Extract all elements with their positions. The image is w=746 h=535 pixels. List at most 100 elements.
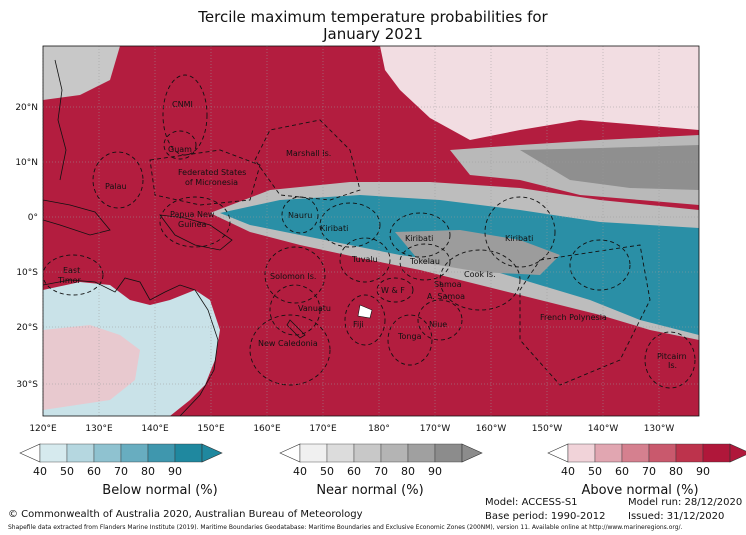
- issued-text: Issued: 31/12/2020: [628, 511, 725, 522]
- above-colorbar-tick-label: 40: [561, 465, 575, 478]
- region-label-east-timor-1: East: [63, 266, 80, 275]
- region-label-cnmi: CNMI: [172, 100, 193, 109]
- region-label-samoa: Samoa: [434, 280, 462, 289]
- map-field: CNMI Guam Marshall Is. Federated States …: [43, 46, 699, 416]
- near-normal-label: Near normal (%): [316, 483, 424, 498]
- map-frame: [42, 45, 700, 417]
- region-label-kiribati-central: Kiribati: [405, 234, 433, 243]
- region-label-wallis-futuna: W & F: [381, 286, 405, 295]
- region-label-east-timor-2: Timor: [57, 276, 82, 285]
- longitude-tick-label: 150°E: [197, 424, 225, 434]
- region-label-pitcairn-2: Is.: [668, 361, 677, 370]
- region-label-png-1: Papua New: [170, 210, 215, 219]
- above-colorbar-segment: [621, 443, 650, 463]
- near-colorbar-segment: [299, 443, 328, 463]
- region-label-tonga: Tonga: [397, 332, 422, 341]
- near-colorbar-tick-label: 70: [374, 465, 388, 478]
- region-label-cook: Cook Is.: [464, 270, 496, 279]
- near-colorbar-tick-label: 80: [401, 465, 415, 478]
- below-colorbar-tick-label: 80: [141, 465, 155, 478]
- longitude-tick-label: 140°W: [588, 424, 619, 434]
- region-label-pitcairn-1: Pitcairn: [657, 352, 687, 361]
- region-label-png-2: Guinea: [178, 220, 206, 229]
- above-colorbar-right-arrow: [729, 443, 746, 463]
- near-normal-north-light: [380, 46, 699, 140]
- below-normal-label: Below normal (%): [102, 483, 218, 498]
- near-colorbar-segment: [407, 443, 436, 463]
- longitude-tick-label: 130°E: [85, 424, 113, 434]
- latitude-tick-label: 10°S: [16, 268, 38, 278]
- above-colorbar-segment: [567, 443, 596, 463]
- above-colorbar-segment: [702, 443, 731, 463]
- below-colorbar-right-arrow: [201, 443, 223, 463]
- above-normal-label: Above normal (%): [581, 483, 699, 498]
- above-colorbar-tick-label: 90: [696, 465, 710, 478]
- map-title-line2: January 2021: [323, 25, 423, 43]
- longitude-tick-label: 160°E: [253, 424, 281, 434]
- near-colorbar-tick-label: 90: [428, 465, 442, 478]
- colorbars: 40 50 60 70 80 90 40 50 60 70 80 90 40 50 60 70 80 90: [19, 443, 746, 478]
- philippines-coastline: [54, 59, 67, 181]
- longitude-tick-label: 130°W: [644, 424, 675, 434]
- below-colorbar-segment: [93, 443, 122, 463]
- below-colorbar-tick-label: 90: [168, 465, 182, 478]
- fiji-island: [357, 304, 373, 319]
- near-colorbar-segment: [434, 443, 463, 463]
- longitude-tick-label: 180°: [368, 424, 390, 434]
- below-colorbar-tick-label: 40: [33, 465, 47, 478]
- region-label-marshall: Marshall Is.: [286, 149, 331, 158]
- above-colorbar-segment: [594, 443, 623, 463]
- near-colorbar-left-arrow: [279, 443, 301, 463]
- latitude-tick-label: 0°: [28, 213, 38, 223]
- region-label-vanuatu: Vanuatu: [298, 304, 331, 313]
- region-label-fiji: Fiji: [353, 320, 364, 329]
- copyright-text: © Commonwealth of Australia 2020, Austra…: [8, 509, 363, 520]
- latitude-tick-label: 20°N: [15, 103, 38, 113]
- region-label-solomon: Solomon Is.: [270, 272, 316, 281]
- below-colorbar-segment: [147, 443, 176, 463]
- below-colorbar-tick-label: 70: [114, 465, 128, 478]
- below-colorbar-segment: [174, 443, 203, 463]
- new-caledonia-island: [286, 319, 306, 339]
- above-colorbar-left-arrow: [547, 443, 569, 463]
- near-colorbar-right-arrow: [461, 443, 483, 463]
- gridlines: [42, 46, 699, 416]
- longitude-tick-labels: 120°E 130°E 140°E 150°E 160°E 170°E 180° 170°W 1…: [29, 424, 674, 434]
- indonesia-coastline: [43, 199, 111, 236]
- region-label-guam: Guam: [168, 145, 192, 154]
- above-colorbar-tick-label: 80: [669, 465, 683, 478]
- near-colorbar-tick-label: 50: [320, 465, 334, 478]
- region-label-new-caledonia: New Caledonia: [258, 339, 318, 348]
- near-colorbar-segment: [353, 443, 382, 463]
- above-colorbar-segment: [648, 443, 677, 463]
- northwest-near-normal: [43, 46, 120, 100]
- above-colorbar-tick-label: 60: [615, 465, 629, 478]
- near-colorbar-segment: [380, 443, 409, 463]
- region-label-american-samoa: A. Samoa: [427, 292, 465, 301]
- near-colorbar-tick-label: 40: [293, 465, 307, 478]
- eez-boundaries: [43, 74, 696, 389]
- longitude-tick-label: 140°E: [141, 424, 169, 434]
- below-colorbar-tick-label: 60: [87, 465, 101, 478]
- region-label-fsm-2: of Micronesia: [185, 178, 238, 187]
- australia-coastline: [43, 277, 219, 416]
- near-normal-inner: [395, 230, 560, 275]
- latitude-tick-label: 30°S: [16, 380, 38, 390]
- australia-above-normal-patch: [43, 325, 140, 410]
- region-label-french-polynesia: French Polynesia: [540, 313, 607, 322]
- longitude-tick-label: 170°W: [420, 424, 451, 434]
- region-label-tokelau: Tokelau: [409, 257, 440, 266]
- longitude-tick-label: 150°W: [532, 424, 563, 434]
- longitude-tick-label: 120°E: [29, 424, 57, 434]
- latitude-tick-label: 20°S: [16, 323, 38, 333]
- below-normal-tongue: [220, 195, 699, 335]
- below-colorbar-segment: [39, 443, 68, 463]
- new-guinea-coastline: [159, 214, 233, 251]
- shapefile-attribution: Shapefile data extracted from Flanders M…: [8, 524, 683, 531]
- map-title-line1: Tercile maximum temperature probabilitie…: [198, 8, 548, 26]
- below-colorbar-tick-label: 50: [60, 465, 74, 478]
- below-colorbar-segment: [120, 443, 149, 463]
- region-label-tuvalu: Tuvalu: [351, 255, 378, 264]
- near-colorbar-tick-label: 60: [347, 465, 361, 478]
